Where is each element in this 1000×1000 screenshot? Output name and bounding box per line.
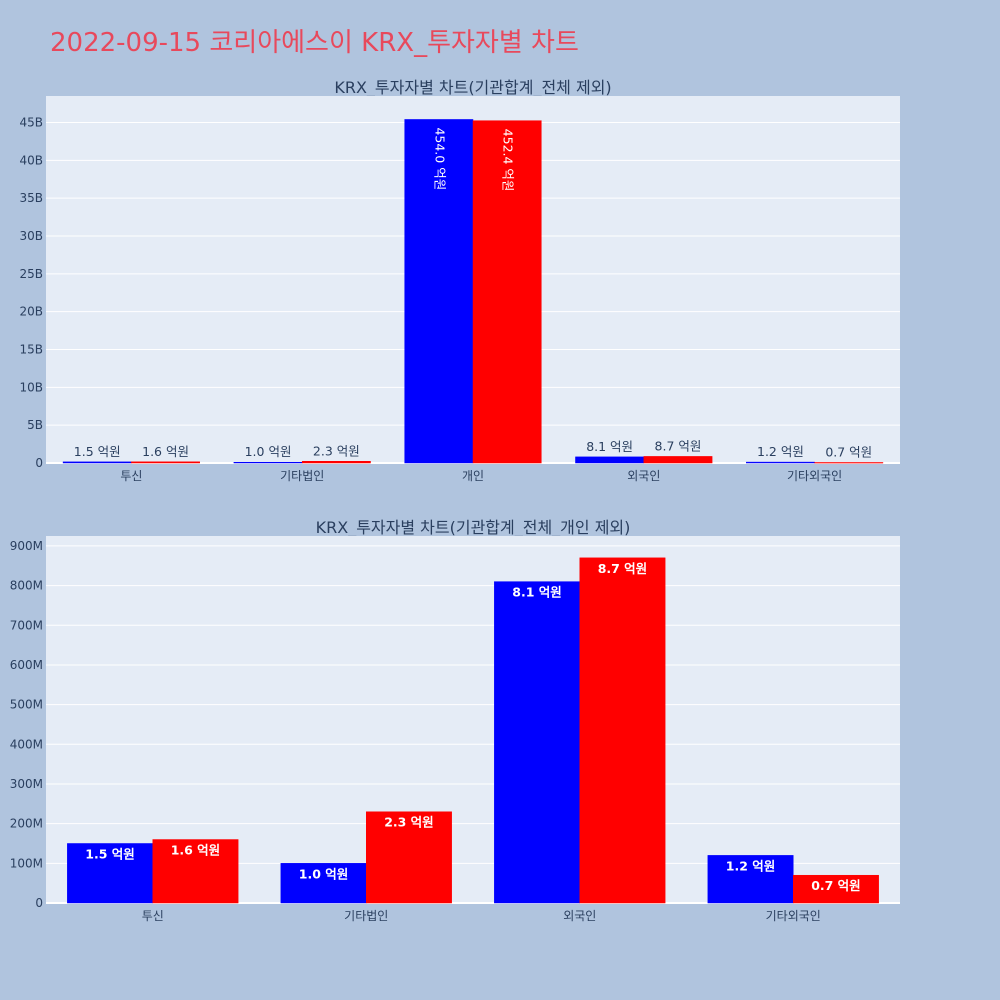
chart-1-y-tick-label: 30B xyxy=(19,229,43,243)
chart-2-y-tick-label: 800M xyxy=(10,579,43,593)
chart-1-y-tick-label: 15B xyxy=(19,342,43,356)
chart-2-data-label: 1.0 억원 xyxy=(299,866,349,881)
chart-1-x-tick-label: 기타법인 xyxy=(280,469,324,483)
chart-1-data-label: 8.7 억원 xyxy=(655,438,702,453)
chart-2-bar xyxy=(494,581,581,904)
chart-2-y-tick-label: 400M xyxy=(10,737,43,751)
chart-1-y-tick-label: 40B xyxy=(19,153,43,167)
chart-2-data-label: 2.3 억원 xyxy=(384,815,434,830)
chart-2-bar xyxy=(366,811,452,904)
chart-1-data-label: 454.0 억원 xyxy=(432,127,447,190)
chart-1-bar xyxy=(814,462,884,464)
chart-2-x-tick-label: 외국인 xyxy=(563,909,596,923)
chart-1-x-tick-label: 외국인 xyxy=(627,469,660,483)
chart-2-bar xyxy=(579,557,666,904)
chart-2-data-label: 8.1 억원 xyxy=(512,585,562,600)
chart-2-x-tick-label: 기타외국인 xyxy=(766,909,821,923)
chart-1-data-label: 1.0 억원 xyxy=(245,444,292,459)
chart-1-bar xyxy=(233,461,303,464)
chart-2-y-tick-label: 500M xyxy=(10,698,43,712)
chart-2-data-label: 1.6 억원 xyxy=(171,843,221,858)
chart-1-y-tick-label: 35B xyxy=(19,191,43,205)
chart-1-data-label: 1.6 억원 xyxy=(142,444,189,459)
chart-1-bar xyxy=(746,461,815,464)
chart-1-data-label: 1.2 억원 xyxy=(757,444,804,459)
chart-1-y-tick-label: 25B xyxy=(19,267,43,281)
chart-2-data-label: 1.2 억원 xyxy=(726,858,776,873)
chart-1-y-tick-label: 20B xyxy=(19,305,43,319)
chart-1-bar xyxy=(131,461,200,464)
chart-2-x-tick-label: 투신 xyxy=(142,909,164,923)
chart-2-data-label: 8.7 억원 xyxy=(598,561,648,576)
chart-1-x-tick-label: 기타외국인 xyxy=(787,469,842,483)
chart-1-data-label: 8.1 억원 xyxy=(586,439,633,454)
chart-1-title: KRX_투자자별 차트(기관합계_전체 제외) xyxy=(334,78,611,98)
chart-1-y-tick-label: 0 xyxy=(35,456,43,470)
chart-1-bar xyxy=(643,456,713,464)
chart-2-y-tick-label: 0 xyxy=(35,896,43,910)
chart-1-y-tick-label: 5B xyxy=(27,418,43,432)
chart-2-bar xyxy=(67,843,153,904)
chart-2-y-tick-label: 900M xyxy=(10,539,43,553)
chart-2: KRX_투자자별 차트(기관합계_전체_개인 제외) 0 100M 200M 300M 4… xyxy=(10,518,900,923)
chart-2-bar xyxy=(793,874,879,904)
chart-1-x-tick-label: 개인 xyxy=(462,469,484,483)
chart-2-bar xyxy=(152,839,239,904)
chart-2-data-label: 1.5 억원 xyxy=(85,846,135,861)
chart-1-data-label: 452.4 억원 xyxy=(501,129,516,192)
chart-2-y-tick-label: 700M xyxy=(10,618,43,632)
chart-1-y-tick-label: 45B xyxy=(19,115,43,129)
chart-1-bar xyxy=(404,119,474,464)
chart-2-y-tick-label: 100M xyxy=(10,856,43,870)
chart-2-bar xyxy=(707,855,794,904)
page-title: 2022-09-15 코리아에스이 KRX_투자자별 차트 xyxy=(50,28,579,58)
chart-2-data-label: 0.7 억원 xyxy=(811,878,861,893)
chart-2-y-tick-label: 600M xyxy=(10,658,43,672)
chart-1-x-tick-label: 투신 xyxy=(120,469,142,483)
chart-1-data-label: 2.3 억원 xyxy=(313,443,360,458)
chart-1-bar xyxy=(472,120,542,464)
chart-2-y-tick-label: 300M xyxy=(10,777,43,791)
chart-1-data-label: 1.5 억원 xyxy=(74,444,121,459)
chart-1-bar xyxy=(301,461,371,464)
chart-1: KRX_투자자별 차트(기관합계_전체 제외) 0 5B 10B 15B 20B 25B 30… xyxy=(19,78,900,483)
chart-2-y-tick-label: 200M xyxy=(10,817,43,831)
chart-1-data-label: 0.7 억원 xyxy=(825,444,872,459)
chart-2-title: KRX_투자자별 차트(기관합계_전체_개인 제외) xyxy=(316,518,631,538)
chart-1-bar xyxy=(62,461,132,464)
chart-1-y-tick-label: 10B xyxy=(19,380,43,394)
chart-1-bar xyxy=(575,456,645,464)
chart-2-x-tick-label: 기타법인 xyxy=(344,909,388,923)
